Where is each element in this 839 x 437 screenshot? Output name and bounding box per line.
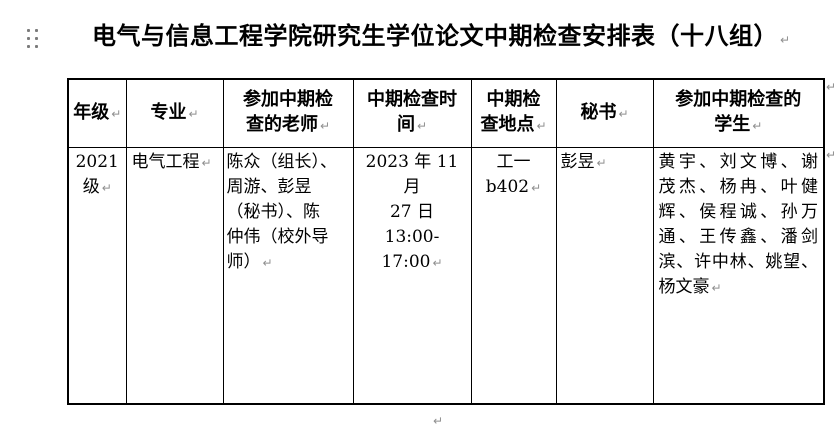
paragraph-mark: ↵ bbox=[780, 33, 791, 47]
paragraph-mark: ↵ bbox=[188, 106, 199, 121]
paragraph-mark: ↵ bbox=[752, 119, 763, 134]
handle-dot bbox=[27, 37, 30, 40]
cell-teachers[interactable]: 陈众（组长）、 周游、彭昱 （秘书）、陈 仲伟（校外导 师） ↵ bbox=[222, 146, 354, 405]
handle-dot bbox=[27, 29, 30, 32]
cell-students[interactable]: 黄宇、刘文博、谢 茂杰、杨冉、叶健 辉、侯程诚、孙万 通、王传鑫、潘剑 滨、许中林、姚望… bbox=[652, 146, 825, 405]
header-location[interactable]: 中期检 查地点 ↵ bbox=[470, 78, 557, 148]
header-students[interactable]: 参加中期检查的 学生 ↵ bbox=[652, 78, 825, 148]
header-teachers[interactable]: 参加中期检 查的老师 ↵ bbox=[222, 78, 354, 148]
header-secretary[interactable]: 秘书 ↵ bbox=[555, 78, 654, 148]
handle-dot bbox=[35, 45, 38, 48]
paragraph-mark: ↵ bbox=[596, 155, 607, 170]
cell-location[interactable]: 工一 b402 ↵ bbox=[470, 146, 557, 405]
handle-dot bbox=[35, 29, 38, 32]
schedule-table: 年级 ↵ 专业 ↵ 参加中期检 查的老师 ↵ 中期检查时间 ↵ 中期检 查地点 ↵ 秘书 ↵ 参… bbox=[67, 78, 825, 405]
table-header-row: 年级 ↵ 专业 ↵ 参加中期检 查的老师 ↵ 中期检查时间 ↵ 中期检 查地点 ↵ 秘书 ↵ 参… bbox=[67, 78, 825, 148]
paragraph-mark: ↵ bbox=[319, 119, 331, 134]
paragraph-mark: ↵ bbox=[618, 106, 629, 121]
cell-secretary[interactable]: 彭昱 ↵ bbox=[555, 146, 654, 405]
paragraph-mark: ↵ bbox=[111, 106, 122, 121]
paragraph-mark: ↵ bbox=[101, 180, 112, 195]
paragraph-mark: ↵ bbox=[531, 180, 542, 195]
page-title[interactable]: 电气与信息工程学院研究生学位论文中期检查安排表（十八组） ↵ bbox=[92, 22, 791, 50]
handle-dot bbox=[27, 45, 30, 48]
table-row: 2021 级 ↵ 电气工程 ↵ 陈众（组长）、 周游、彭昱 （秘书）、陈 仲伟（校外导 师） ↵… bbox=[67, 146, 825, 405]
paragraph-mark: ↵ bbox=[711, 280, 722, 295]
header-major[interactable]: 专业 ↵ bbox=[125, 78, 224, 148]
paragraph-mark: ↵ bbox=[536, 119, 547, 134]
handle-dot bbox=[35, 37, 38, 40]
cell-time[interactable]: 2023 年 11 月 27 日 13:00-17:00 ↵ bbox=[352, 146, 472, 405]
paragraph-mark: ↵ bbox=[432, 255, 443, 270]
drag-handle-icon[interactable] bbox=[27, 29, 38, 48]
cell-grade[interactable]: 2021 级 ↵ bbox=[67, 146, 127, 405]
paragraph-mark: ↵ bbox=[201, 155, 212, 170]
header-grade[interactable]: 年级 ↵ bbox=[67, 78, 127, 148]
row-end-mark: ↵ bbox=[826, 148, 837, 162]
paragraph-mark: ↵ bbox=[262, 255, 273, 270]
paragraph-mark: ↵ bbox=[416, 119, 428, 134]
cell-major[interactable]: 电气工程 ↵ bbox=[125, 146, 224, 405]
paragraph-mark: ↵ bbox=[433, 414, 444, 428]
header-time[interactable]: 中期检查时间 ↵ bbox=[352, 78, 472, 148]
row-end-mark: ↵ bbox=[826, 80, 837, 94]
